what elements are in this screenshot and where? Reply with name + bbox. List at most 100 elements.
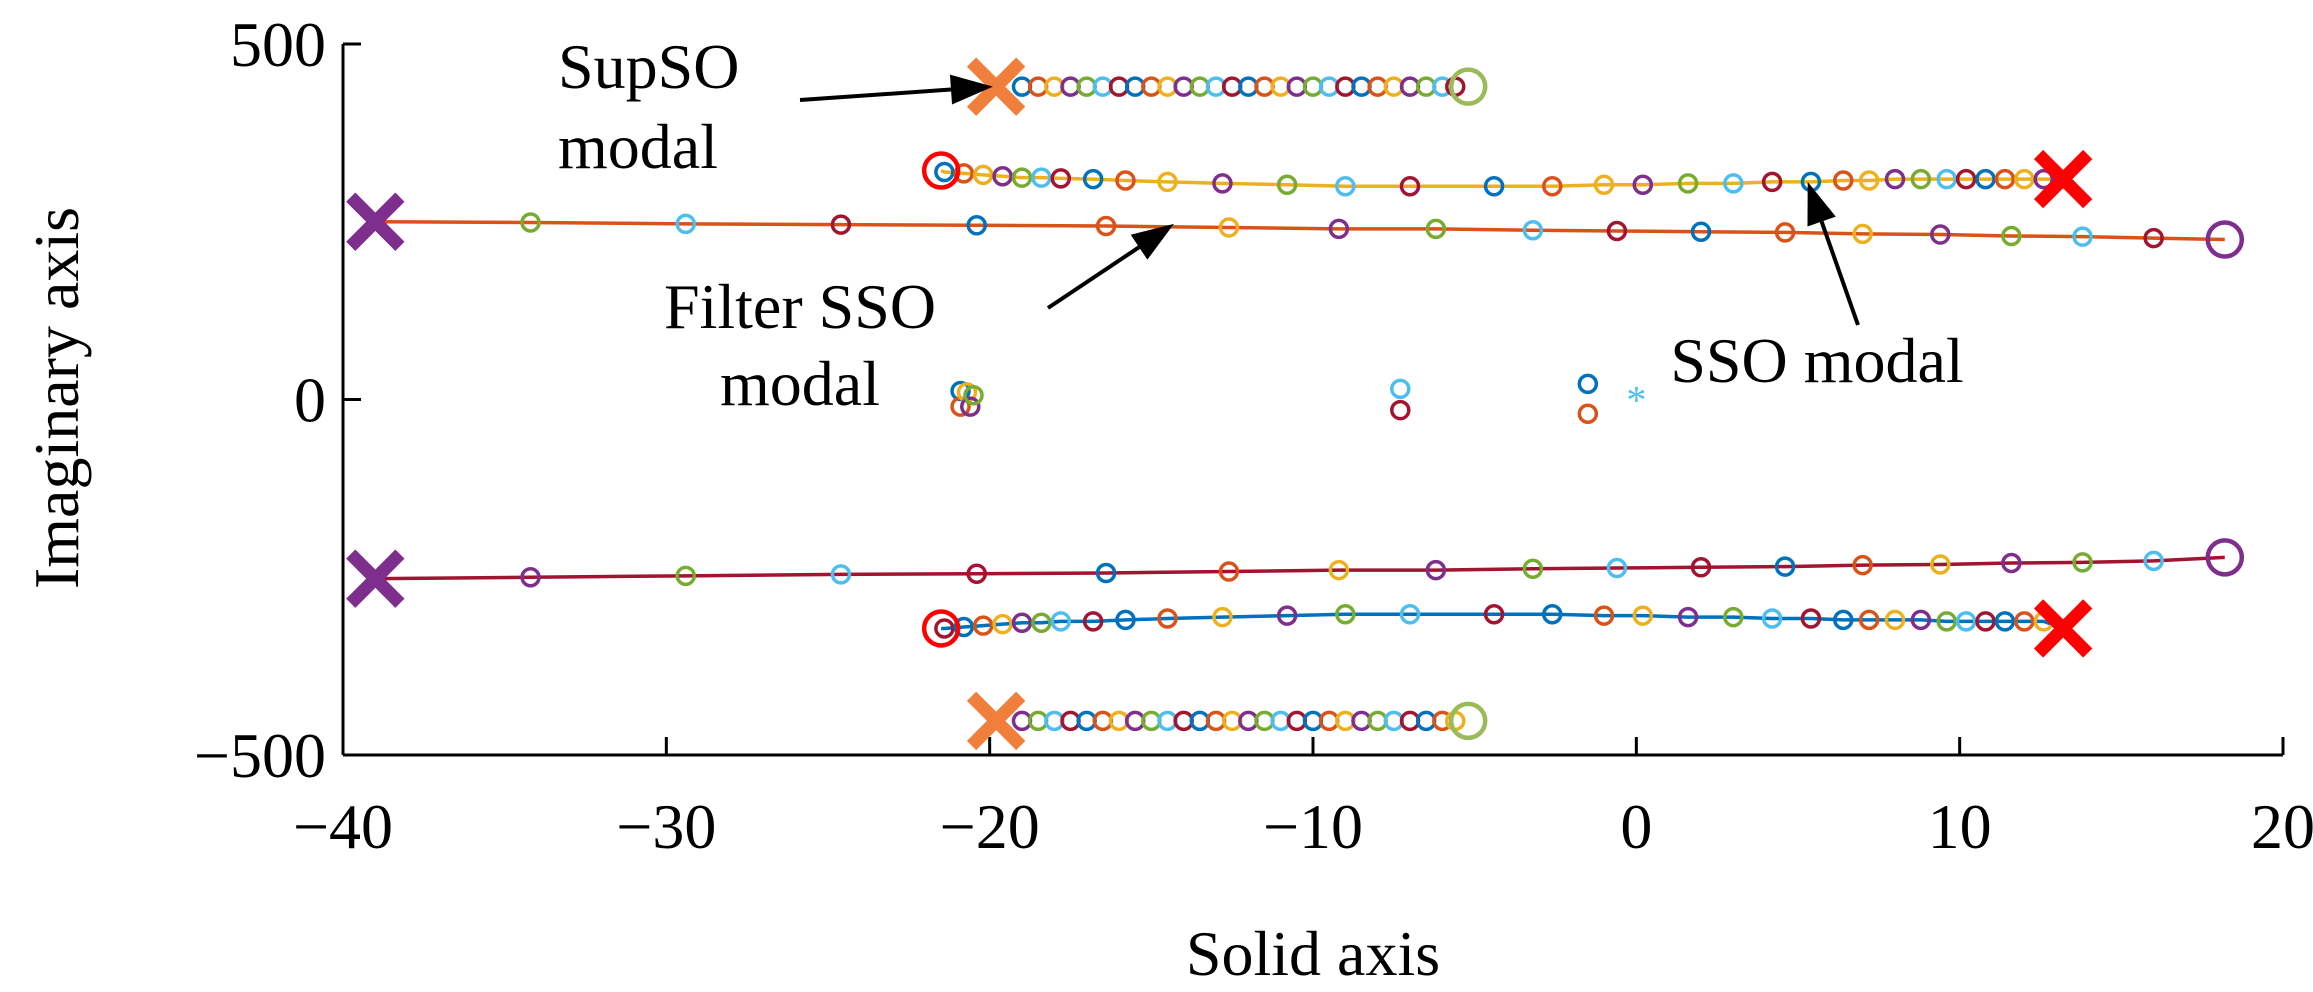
data-point xyxy=(1858,170,1880,191)
data-point xyxy=(1833,170,1854,191)
start-x-marker xyxy=(2033,149,2093,209)
data-point xyxy=(1031,612,1052,634)
data-point xyxy=(953,163,975,184)
data-point xyxy=(953,616,975,638)
data-point xyxy=(1910,168,1932,190)
data-point xyxy=(1577,403,1599,424)
data-point xyxy=(1690,221,1712,242)
data-point xyxy=(1632,174,1654,196)
end-circle-marker xyxy=(2205,538,2245,577)
data-point xyxy=(2072,226,2093,247)
x-axis-label: Solid axis xyxy=(1186,918,1440,987)
annotation-arrow-head xyxy=(1130,223,1174,260)
data-point xyxy=(1425,559,1447,581)
data-point xyxy=(1050,168,1072,189)
data-point xyxy=(2001,225,2022,247)
annotation-arrow-line xyxy=(1046,245,1141,310)
data-point xyxy=(963,384,984,406)
x-tick-label: 0 xyxy=(1620,791,1652,862)
data-point xyxy=(1930,554,1951,575)
data-point xyxy=(1095,562,1117,584)
data-point xyxy=(1593,174,1615,196)
data-point xyxy=(1522,558,1544,579)
data-point xyxy=(1761,171,1783,193)
x-tick-label: −10 xyxy=(1263,791,1363,862)
annotation-arrow-head xyxy=(949,74,993,105)
annotation-arrow-head xyxy=(1807,181,1836,227)
data-point xyxy=(1115,609,1136,631)
data-point xyxy=(1082,168,1104,190)
data-point xyxy=(1852,554,1873,576)
data-point xyxy=(1011,167,1033,188)
data-point xyxy=(1276,174,1298,196)
data-point xyxy=(1328,559,1350,581)
data-point xyxy=(830,564,852,585)
asterisk-point: * xyxy=(1626,378,1646,423)
data-point xyxy=(1212,173,1233,194)
data-point xyxy=(520,567,541,588)
annotation-label: SSO modal xyxy=(1670,325,1963,396)
data-point xyxy=(1930,224,1951,245)
data-point xyxy=(2033,168,2054,190)
data-point xyxy=(1936,168,1957,190)
data-point xyxy=(1723,173,1744,194)
data-point xyxy=(1975,168,1996,190)
data-point xyxy=(675,565,696,587)
end-circle-marker xyxy=(921,609,961,648)
data-point xyxy=(934,161,955,183)
data-point xyxy=(1677,173,1699,194)
start-x-marker xyxy=(2033,599,2093,658)
data-point xyxy=(1050,611,1072,632)
series-line xyxy=(375,220,2225,242)
data-point xyxy=(1632,605,1654,626)
data-point xyxy=(1975,611,1996,632)
data-point xyxy=(2072,552,2093,573)
data-point xyxy=(1157,608,1178,629)
data-point xyxy=(675,213,696,235)
data-point xyxy=(966,563,987,584)
data-point xyxy=(1115,170,1136,191)
data-point xyxy=(1011,612,1033,634)
x-tick-label: 10 xyxy=(1928,791,1992,862)
data-point xyxy=(1483,603,1505,625)
data-point xyxy=(1858,609,1880,631)
data-point xyxy=(1542,175,1563,197)
data-point xyxy=(1677,606,1699,628)
start-x-marker xyxy=(346,192,405,251)
x-tick-label: −30 xyxy=(616,791,716,862)
data-point xyxy=(1095,215,1117,237)
data-point xyxy=(2014,611,2035,632)
data-point xyxy=(1723,606,1744,628)
data-point xyxy=(1761,608,1783,629)
data-point xyxy=(1606,557,1628,579)
data-point xyxy=(1833,609,1854,631)
data-point xyxy=(1994,611,2016,632)
data-point xyxy=(1031,167,1052,188)
data-point xyxy=(1936,611,1957,632)
data-point xyxy=(1884,168,1906,190)
annotation-label: modal xyxy=(558,111,718,182)
data-point xyxy=(2014,168,2035,190)
data-point xyxy=(1218,217,1240,238)
data-point xyxy=(1577,373,1599,395)
data-point xyxy=(1910,609,1932,631)
annotation-label: Filter SSO xyxy=(664,271,936,342)
y-tick-label: 500 xyxy=(230,9,326,80)
annotation-label: modal xyxy=(720,348,880,419)
data-point xyxy=(1390,378,1411,400)
data-point xyxy=(1690,557,1712,578)
x-tick-label: 20 xyxy=(2251,791,2313,862)
data-point xyxy=(1218,561,1240,582)
y-axis-label: Imaginary axis xyxy=(21,207,92,589)
data-point xyxy=(1884,609,1906,631)
end-circle-marker xyxy=(2205,220,2245,259)
x-tick-label: −40 xyxy=(293,791,393,862)
series-line xyxy=(375,555,2225,581)
data-point xyxy=(1774,222,1796,243)
data-point xyxy=(1082,611,1104,632)
data-point xyxy=(972,615,994,636)
annotation-label: SupSO xyxy=(558,31,739,102)
end-circle-marker xyxy=(921,151,961,190)
